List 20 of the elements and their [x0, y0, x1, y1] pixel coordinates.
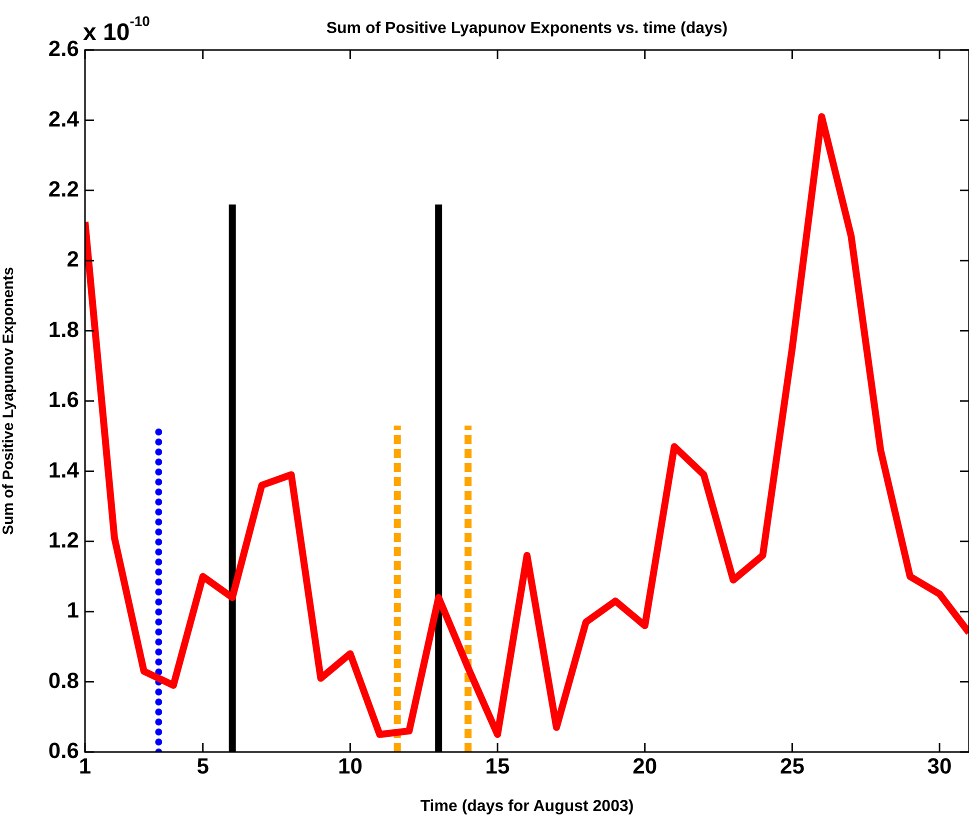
y-tick-label: 2.6 [48, 36, 79, 62]
y-tick-label: 2.2 [48, 176, 79, 202]
x-tick-label: 15 [485, 753, 510, 778]
y-tick-label: 0.6 [48, 738, 79, 764]
y-tick-label: 1 [66, 598, 79, 623]
x-tick-label: 5 [196, 753, 209, 778]
y-tick-label: 0.8 [48, 668, 79, 693]
x-tick-label: 20 [632, 753, 658, 778]
chart-title: Sum of Positive Lyapunov Exponents vs. time (days) [326, 20, 728, 37]
y-tick-label: 1.6 [48, 387, 79, 412]
x-tick-label: 30 [927, 753, 952, 778]
y-tick-label: 1.8 [48, 316, 79, 342]
y-tick-label: 1.2 [48, 527, 79, 552]
y-tick-label: 2 [66, 246, 79, 272]
x-tick-label: 25 [780, 753, 804, 778]
y-tick-label: 2.4 [48, 106, 80, 132]
y-axis-title: Sum of Positive Lyapunov Exponents [0, 267, 18, 535]
x-axis-title: Time (days for August 2003) [420, 798, 634, 815]
y-tick-label: 1.4 [48, 457, 80, 482]
x-tick-label: 10 [338, 753, 362, 778]
